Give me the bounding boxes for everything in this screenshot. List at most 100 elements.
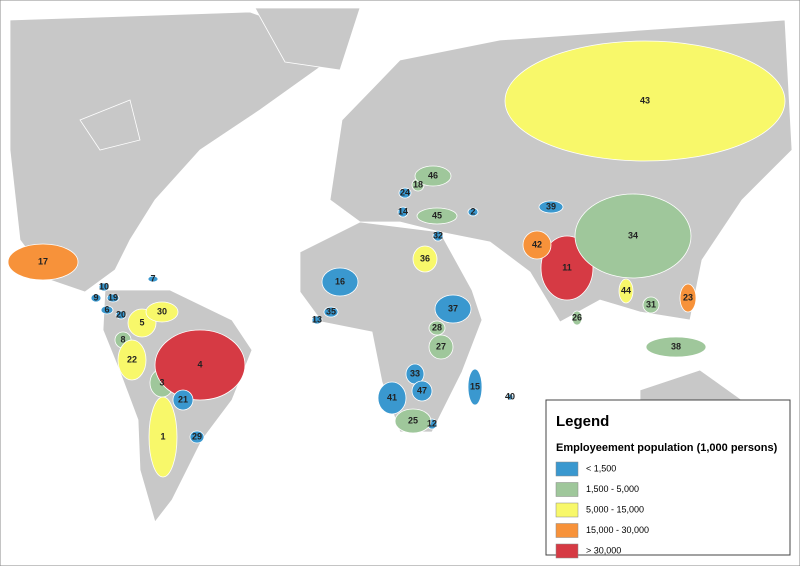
country-region bbox=[321, 267, 359, 297]
region-label: 41 bbox=[387, 392, 397, 402]
country-region bbox=[434, 294, 472, 324]
region-label: 27 bbox=[436, 341, 446, 351]
region-label: 32 bbox=[433, 230, 443, 240]
region-label: 8 bbox=[120, 334, 125, 344]
country-region bbox=[145, 301, 179, 323]
country-region bbox=[467, 207, 479, 217]
country-region bbox=[106, 293, 120, 303]
legend-label: > 30,000 bbox=[586, 545, 621, 555]
country-region bbox=[398, 187, 412, 199]
country-region bbox=[522, 230, 552, 260]
region-label: 28 bbox=[432, 322, 442, 332]
country-region bbox=[172, 389, 194, 411]
legend-swatch bbox=[555, 502, 579, 518]
country-region bbox=[98, 282, 110, 292]
country-region bbox=[7, 243, 79, 281]
region-labels: 1234567891011121314151617181920212223242… bbox=[38, 95, 693, 441]
legend-swatch bbox=[555, 482, 579, 497]
region-label: 14 bbox=[398, 206, 408, 216]
region-label: 37 bbox=[448, 303, 458, 313]
region-label: 12 bbox=[427, 418, 437, 428]
country-region bbox=[414, 165, 452, 187]
region-label: 29 bbox=[192, 431, 202, 441]
country-region bbox=[100, 305, 114, 315]
region-label: 18 bbox=[413, 179, 423, 189]
region-label: 5 bbox=[139, 317, 144, 327]
country-region bbox=[538, 200, 564, 214]
country-region bbox=[154, 329, 246, 401]
country-region bbox=[571, 310, 583, 326]
region-label: 16 bbox=[335, 276, 345, 286]
legend-label: 15,000 - 30,000 bbox=[586, 525, 649, 535]
country-region bbox=[506, 393, 514, 401]
country-region bbox=[504, 40, 786, 162]
region-label: 6 bbox=[104, 304, 109, 314]
country-region bbox=[467, 368, 483, 406]
country-region bbox=[147, 275, 159, 283]
country-region bbox=[117, 339, 147, 381]
country-region bbox=[428, 334, 454, 360]
region-label: 10 bbox=[99, 281, 109, 291]
region-label: 17 bbox=[38, 256, 48, 266]
legend-title: Legend bbox=[556, 413, 609, 430]
region-label: 38 bbox=[671, 341, 681, 351]
region-label: 47 bbox=[417, 385, 427, 395]
country-region bbox=[90, 293, 102, 303]
legend-swatch bbox=[555, 461, 579, 477]
country-region bbox=[416, 207, 458, 225]
region-label: 4 bbox=[197, 359, 202, 369]
country-region bbox=[411, 380, 433, 402]
legend-label: 5,000 - 15,000 bbox=[586, 504, 644, 514]
region-label: 21 bbox=[178, 394, 188, 404]
region-label: 35 bbox=[326, 306, 336, 316]
region-label: 7 bbox=[150, 273, 155, 283]
region-label: 39 bbox=[546, 201, 556, 211]
region-label: 31 bbox=[646, 299, 656, 309]
region-label: 44 bbox=[621, 285, 631, 295]
country-region bbox=[428, 320, 446, 336]
region-label: 20 bbox=[116, 309, 126, 319]
region-label: 24 bbox=[400, 187, 410, 197]
legend-label: < 1,500 bbox=[586, 463, 616, 473]
region-label: 40 bbox=[505, 391, 515, 401]
region-label: 3 bbox=[159, 377, 164, 387]
country-region bbox=[394, 408, 432, 434]
region-label: 34 bbox=[628, 230, 638, 240]
region-label: 1 bbox=[160, 431, 165, 441]
region-label: 33 bbox=[410, 368, 420, 378]
country-region bbox=[311, 315, 323, 325]
country-region bbox=[189, 430, 205, 444]
region-label: 36 bbox=[420, 253, 430, 263]
region-label: 26 bbox=[572, 312, 582, 322]
country-region bbox=[645, 336, 707, 358]
country-region bbox=[574, 193, 692, 279]
region-label: 46 bbox=[428, 170, 438, 180]
legend-box bbox=[545, 399, 791, 556]
region-label: 11 bbox=[562, 262, 572, 272]
region-label: 43 bbox=[640, 95, 650, 105]
country-region bbox=[115, 310, 127, 320]
legend-label: 1,500 - 5,000 bbox=[586, 484, 639, 494]
region-label: 30 bbox=[157, 306, 167, 316]
region-label: 25 bbox=[408, 415, 418, 425]
region-label: 13 bbox=[312, 314, 322, 324]
legend-items: < 1,500 1,500 - 5,000 5,000 - 15,000 15,000… bbox=[555, 461, 649, 559]
region-label: 45 bbox=[432, 210, 442, 220]
legend: Legend Employeement population (1,000 pe… bbox=[545, 399, 791, 559]
country-region bbox=[618, 278, 634, 304]
legend-subtitle: Employeement population (1,000 persons) bbox=[556, 442, 778, 454]
region-label: 42 bbox=[532, 239, 542, 249]
regions bbox=[7, 40, 786, 478]
legend-swatch bbox=[555, 543, 579, 559]
region-label: 9 bbox=[93, 292, 98, 302]
country-region bbox=[412, 245, 438, 273]
country-region bbox=[377, 381, 407, 415]
region-label: 2 bbox=[470, 206, 475, 216]
region-label: 22 bbox=[127, 354, 137, 364]
region-label: 15 bbox=[470, 381, 480, 391]
country-region bbox=[432, 230, 444, 242]
region-label: 23 bbox=[683, 292, 693, 302]
country-region bbox=[323, 306, 339, 318]
region-label: 19 bbox=[108, 292, 118, 302]
